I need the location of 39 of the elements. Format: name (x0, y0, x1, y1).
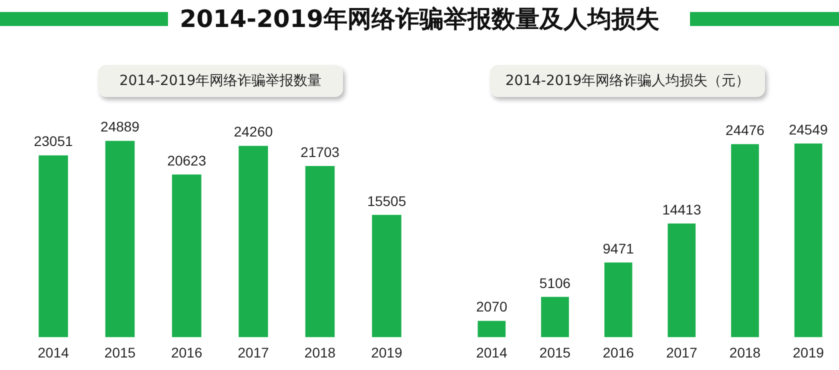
x-tick-label: 2014 (38, 344, 70, 360)
x-tick-label: 2015 (539, 344, 571, 360)
data-label: 24260 (234, 124, 274, 140)
x-tick-label: 2018 (304, 344, 336, 360)
bar (305, 166, 335, 338)
data-label: 24549 (788, 121, 828, 138)
data-label: 15505 (367, 192, 406, 209)
data-label: 5106 (539, 274, 571, 291)
x-tick-label: 2019 (792, 344, 824, 360)
bar (172, 174, 202, 338)
bar (372, 214, 402, 338)
text: 2014-2019年网络诈骗举报数量及人均损失 (168, 5, 672, 33)
x-tick-label: 2018 (729, 344, 761, 360)
data-label: 23051 (34, 133, 74, 150)
data-label: 2070 (476, 298, 508, 315)
bar (541, 296, 569, 338)
data-label: 24889 (100, 118, 140, 135)
data-label: 24476 (726, 122, 765, 138)
bar (38, 155, 68, 338)
x-tick-label: 2017 (238, 344, 270, 360)
data-label: 20623 (167, 152, 206, 168)
bar (604, 262, 632, 338)
x-tick-label: 2016 (171, 344, 202, 360)
bar (794, 144, 822, 338)
data-label: 14413 (662, 201, 702, 218)
bar (668, 224, 696, 338)
x-tick-label: 2015 (104, 344, 136, 360)
bar (238, 146, 268, 338)
bar (731, 144, 759, 338)
chart-subtitle: 2014-2019年网络诈骗举报数量 (98, 65, 343, 97)
x-tick-label: 2019 (371, 344, 402, 360)
x-tick-label: 2016 (602, 344, 634, 360)
data-label: 21703 (300, 144, 340, 160)
bar (105, 140, 135, 338)
bar (478, 320, 506, 338)
chart-subtitle: 2014-2019年网络诈骗人均损失（元） (490, 65, 765, 97)
data-label: 9471 (602, 240, 634, 256)
x-tick-label: 2017 (666, 344, 698, 360)
x-tick-label: 2014 (476, 344, 508, 360)
